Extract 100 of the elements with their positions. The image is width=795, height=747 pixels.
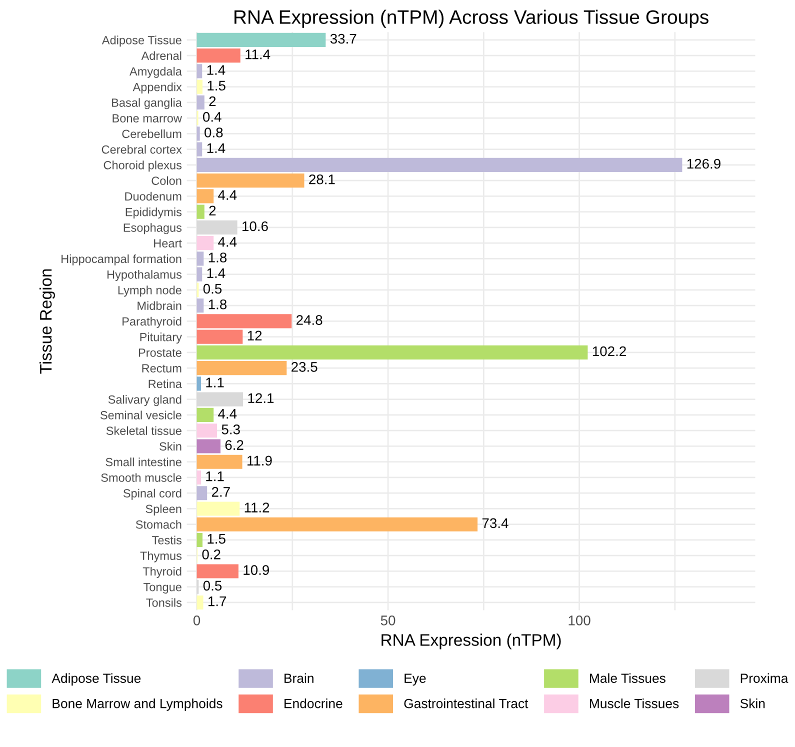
y-tick-label: Stomach — [136, 520, 182, 529]
y-tick-label: Pituitary — [140, 332, 182, 344]
bar — [196, 95, 204, 110]
bar — [196, 376, 201, 391]
data-label: 0.8 — [204, 128, 223, 138]
y-tick-label: Appendix — [132, 82, 182, 94]
x-tick-label: 50 — [380, 616, 396, 626]
bar — [196, 126, 200, 141]
data-label: 4.4 — [218, 409, 237, 419]
legend-label: Bone Marrow and Lymphoids — [52, 698, 222, 711]
data-label: 10.6 — [242, 221, 268, 232]
y-tick-label: Smooth muscle — [101, 473, 182, 482]
bar — [196, 454, 242, 469]
data-label: 4.4 — [218, 237, 237, 247]
y-tick-label: Lymph node — [118, 286, 182, 297]
data-label: 73.4 — [482, 518, 508, 528]
bar — [196, 424, 218, 438]
data-label: 33.7 — [330, 34, 356, 44]
y-tick-label: Skin — [160, 442, 182, 451]
y-tick-label: Choroid plexus — [104, 160, 182, 172]
legend-label: Adipose Tissue — [52, 673, 141, 686]
data-label: 102.2 — [592, 346, 626, 356]
y-tick-label: Hypothalamus — [107, 270, 182, 282]
bar — [196, 204, 204, 219]
data-label: 10.9 — [244, 565, 270, 575]
bar — [196, 345, 588, 360]
data-label: 1.5 — [208, 80, 226, 91]
data-label: 6.2 — [225, 440, 244, 450]
y-tick-label: Cerebellum — [122, 129, 182, 138]
data-label: 24.8 — [296, 315, 322, 325]
data-label: 11.2 — [244, 502, 270, 512]
y-tick-label: Bone marrow — [112, 114, 182, 122]
data-label: 1.8 — [208, 299, 227, 310]
data-label: 126.9 — [687, 158, 720, 169]
y-tick-label: Esophagus — [124, 223, 182, 234]
legend-label: Proxima — [740, 673, 788, 683]
bar — [196, 439, 220, 454]
y-tick-label: Spinal cord — [123, 488, 182, 500]
y-tick-label: Colon — [152, 176, 182, 185]
data-label: 1.4 — [207, 143, 226, 153]
y-tick-label: Salivary gland — [108, 395, 182, 406]
x-axis-title: RNA Expression (nTPM) — [382, 634, 561, 650]
data-label: 12 — [248, 330, 262, 340]
y-tick-label: Thymus — [140, 551, 182, 562]
y-tick-label: Duodenum — [125, 192, 182, 201]
y-tick-label: Rectum — [142, 364, 182, 372]
data-label: 1.1 — [206, 472, 224, 482]
bar — [196, 564, 238, 578]
data-label: 2 — [209, 96, 216, 106]
y-tick-label: Heart — [154, 239, 182, 248]
bar — [196, 298, 204, 313]
y-tick-label: Midbrain — [138, 301, 182, 310]
bar — [196, 32, 326, 47]
bar — [196, 486, 208, 500]
bar — [196, 236, 214, 250]
legend-label: Skin — [740, 698, 765, 708]
bar — [196, 532, 203, 548]
y-axis-title: Tissue Region — [39, 269, 56, 374]
data-label: 1.1 — [206, 378, 224, 388]
data-label: 1.4 — [207, 65, 226, 75]
data-label: 11.9 — [248, 456, 272, 466]
data-label: 12.1 — [248, 393, 274, 403]
data-label: 1.5 — [208, 534, 226, 544]
data-label: 4.4 — [218, 190, 237, 200]
bar — [196, 330, 243, 344]
data-label: 5.3 — [222, 424, 240, 434]
y-tick-label: Basal ganglia — [112, 98, 182, 110]
data-label: 2 — [209, 206, 216, 216]
data-label: 1.4 — [207, 268, 226, 278]
y-tick-label: Adrenal — [141, 51, 182, 60]
bar — [196, 252, 204, 266]
data-label: 1.7 — [208, 596, 226, 606]
bar — [196, 48, 240, 63]
bar — [196, 502, 240, 516]
data-label: 0.5 — [203, 580, 222, 591]
legend-label: Male Tissues — [590, 673, 666, 683]
legend-label: Gastrointestinal Tract — [404, 698, 528, 708]
y-tick-label: Small intestine — [106, 458, 182, 466]
bar — [196, 392, 244, 406]
legend-label: Endocrine — [284, 698, 342, 708]
y-tick-label: Amygdala — [129, 66, 182, 78]
data-label: 0.4 — [203, 112, 222, 122]
chart-title: RNA Expression (nTPM) Across Various Tissue Groups — [234, 10, 708, 28]
data-label: 1.8 — [208, 252, 227, 262]
y-tick-label: Retina — [148, 379, 182, 388]
data-label: 11.4 — [246, 50, 270, 60]
data-label: 2.7 — [212, 486, 230, 497]
legend-label: Brain — [284, 673, 314, 683]
y-tick-label: Thyroid — [142, 566, 182, 578]
data-label: 0.5 — [203, 284, 222, 294]
bar — [196, 267, 202, 282]
legend-label: Eye — [404, 674, 426, 686]
bar — [196, 595, 204, 610]
data-label: 23.5 — [292, 362, 318, 372]
bar — [196, 314, 292, 328]
bar — [196, 361, 287, 376]
legend-label: Muscle Tissues — [590, 698, 679, 708]
bar — [196, 517, 478, 532]
x-tick-label: 0 — [193, 616, 200, 626]
bar — [196, 64, 202, 78]
